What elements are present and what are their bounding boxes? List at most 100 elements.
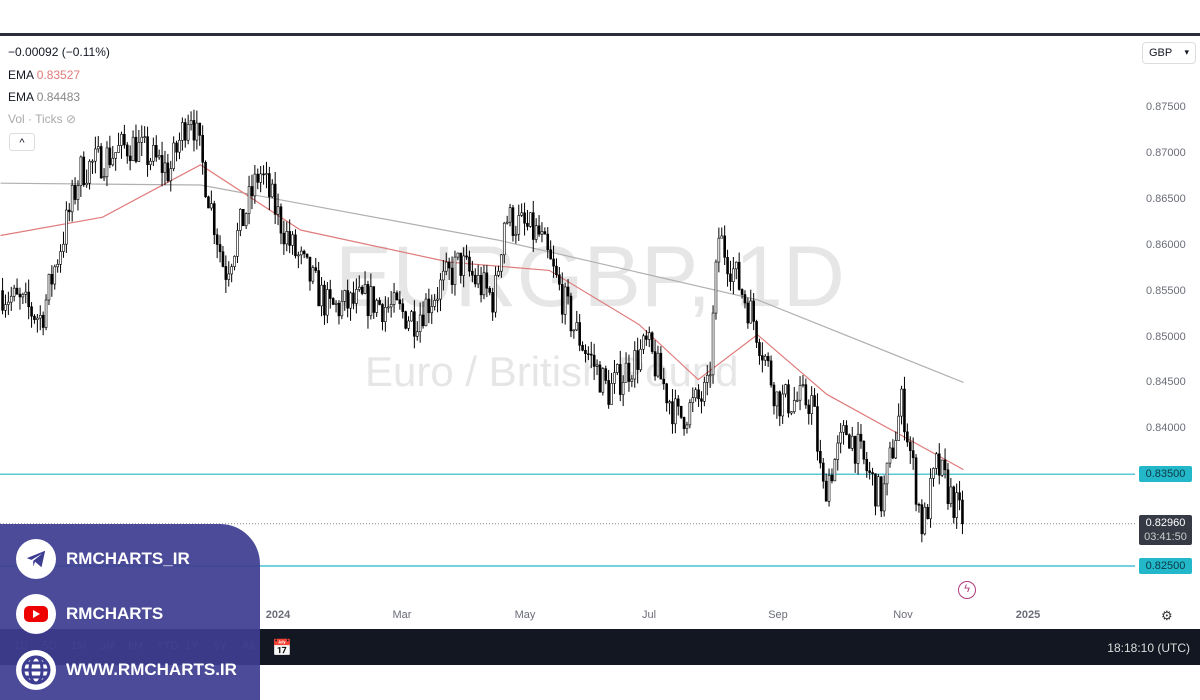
candle-body (320, 284, 323, 307)
candle-body (607, 380, 610, 405)
candle-body (241, 208, 245, 227)
candle-body (932, 468, 935, 479)
clock-utc[interactable]: 18:18:10 (UTC) (1107, 641, 1190, 655)
candle-body (233, 256, 236, 267)
candle-body (120, 133, 123, 146)
candle-body (752, 300, 755, 322)
candle-body (73, 184, 77, 200)
candle-body (624, 362, 628, 383)
telegram-link[interactable]: RMCHARTS_IR (16, 539, 190, 579)
calendar-goto-icon[interactable]: 📅 (272, 640, 292, 657)
currency-value: GBP (1149, 47, 1173, 59)
candle-body (703, 381, 706, 402)
candle-body (343, 290, 347, 302)
candle-body (830, 474, 834, 482)
telegram-handle: RMCHARTS_IR (66, 549, 190, 568)
collapse-legend-button[interactable]: ^ (9, 133, 35, 151)
candle-body (613, 372, 616, 384)
x-axis-tick: May (514, 609, 536, 621)
candle-body (407, 320, 410, 329)
candle-body (204, 161, 207, 198)
candle-body (888, 447, 892, 464)
candle-body (372, 286, 376, 313)
ema-slow-line (0, 182, 964, 383)
ema-label: EMA (8, 68, 34, 82)
candle-body (91, 160, 94, 163)
candle-body (502, 222, 506, 256)
candle-body (552, 258, 555, 267)
candle-body (543, 231, 547, 235)
candle-body (183, 122, 187, 141)
candle-body (65, 209, 68, 245)
settings-icon[interactable]: ⚙ (1161, 608, 1173, 623)
candle-body (723, 235, 726, 258)
candle-body (566, 286, 570, 297)
price-label-upper: 0.83500 (1139, 466, 1192, 482)
candle-body (676, 398, 680, 407)
website-url: WWW.RMCHARTS.IR (66, 660, 237, 679)
candle-body (453, 256, 457, 285)
candle-body (33, 315, 36, 320)
x-axis-tick: Mar (392, 609, 412, 621)
currency-select[interactable]: GBP ▾ (1142, 42, 1196, 64)
candle-body (691, 397, 695, 403)
candle-body (827, 474, 831, 502)
candle-body (27, 291, 30, 308)
candle-body (76, 185, 80, 200)
eye-hidden-icon[interactable]: ⊘ (66, 112, 77, 126)
candle-body (352, 292, 355, 304)
price-chart[interactable] (0, 36, 1135, 629)
candle-body (201, 135, 204, 163)
candle-body (302, 250, 306, 255)
candle-body (482, 272, 486, 296)
candle-body (276, 206, 280, 215)
candle-body (323, 284, 326, 316)
legend-ema-fast: EMA 0.83527 (8, 68, 80, 82)
candle-body (340, 301, 344, 317)
youtube-link[interactable]: RMCHARTS (16, 594, 163, 634)
lightning-event-icon[interactable]: ϟ (958, 581, 976, 599)
y-axis-tick: 0.87500 (1146, 101, 1186, 113)
candle-body (833, 459, 837, 482)
candle-body (929, 478, 932, 520)
candle-body (476, 274, 480, 285)
candle-body (946, 469, 950, 504)
candle-body (897, 415, 900, 441)
candle-body (108, 147, 112, 166)
candle-body (500, 254, 503, 272)
candle-body (714, 261, 718, 314)
candle-body (569, 295, 573, 332)
y-axis-tick: 0.84000 (1146, 422, 1186, 435)
candle-body (877, 476, 880, 507)
candle-body (952, 486, 956, 518)
candle-body (9, 295, 13, 303)
candle-body (439, 279, 442, 300)
telegram-icon (16, 539, 56, 579)
globe-icon (16, 650, 56, 690)
candle-body (804, 384, 808, 406)
candle-body (853, 435, 857, 464)
candle-body (152, 145, 155, 162)
candle-body (630, 378, 634, 382)
candle-body (67, 209, 71, 213)
candle-body (47, 274, 51, 301)
website-link[interactable]: WWW.RMCHARTS.IR (16, 650, 237, 690)
candle-body (848, 434, 851, 449)
candle-body (801, 384, 805, 386)
candle-body (755, 321, 758, 343)
candle-body (546, 233, 550, 251)
candle-body (415, 331, 419, 337)
x-axis-tick: 2024 (265, 609, 291, 621)
candle-body (326, 289, 329, 316)
candle-body (117, 145, 120, 153)
candle-body (244, 213, 248, 227)
y-axis-tick: 0.86500 (1146, 192, 1186, 205)
candle-body (778, 391, 782, 417)
candle-body (734, 261, 738, 270)
candle-body (105, 147, 109, 177)
candle-body (526, 222, 529, 227)
candle-body (172, 142, 175, 169)
candle-body (943, 459, 947, 471)
candle-body (473, 274, 477, 285)
candle-body (726, 257, 729, 275)
